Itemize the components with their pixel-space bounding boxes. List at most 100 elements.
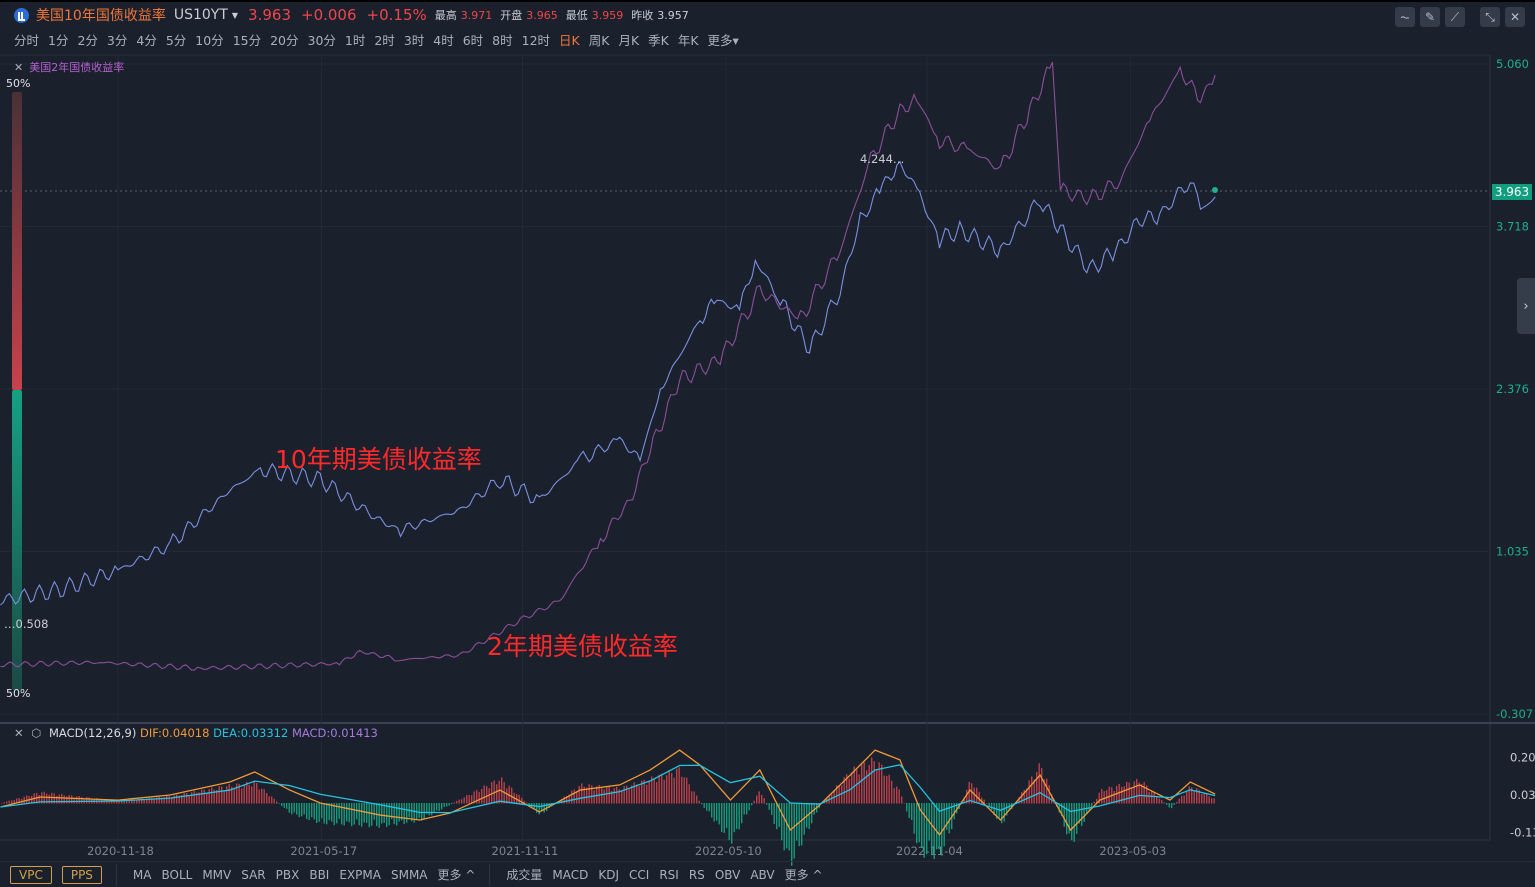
macd-histogram-bar	[526, 802, 528, 804]
macd-histogram-bar	[151, 797, 153, 804]
macd-histogram-bar	[341, 803, 343, 825]
expand-panel-button[interactable]: ›	[1517, 278, 1535, 334]
macd-histogram-bar	[873, 761, 875, 804]
main-indicator[interactable]: BOLL	[161, 867, 193, 882]
period-tab[interactable]: 12时	[521, 33, 551, 48]
period-tab[interactable]: 日K	[559, 33, 580, 48]
period-tab[interactable]: 5分	[165, 33, 187, 48]
period-tab[interactable]: 30分	[307, 33, 336, 48]
macd-histogram-bar	[58, 794, 60, 804]
macd-histogram-bar	[653, 779, 655, 804]
period-tab[interactable]: 20分	[270, 33, 299, 48]
macd-histogram-bar	[206, 793, 208, 804]
sub-indicator[interactable]: RSI	[659, 867, 679, 882]
high-label: 最高	[434, 9, 457, 22]
macd-histogram-bar	[1066, 803, 1068, 835]
sub-indicator[interactable]: OBV	[714, 867, 741, 882]
macd-histogram-bar	[53, 793, 55, 804]
period-tab[interactable]: 1时	[344, 33, 366, 48]
macd-histogram-bar	[1163, 802, 1165, 804]
collapse-icon[interactable]: ⤡	[1480, 7, 1500, 27]
period-tab[interactable]: 周K	[588, 33, 610, 48]
period-tab[interactable]: 分时	[14, 33, 40, 48]
macd-histogram-bar	[861, 764, 863, 804]
macd-histogram-bar	[468, 794, 470, 804]
settings-icon[interactable]: ⬡	[31, 726, 42, 740]
period-tab[interactable]: 3时	[403, 33, 425, 48]
macd-histogram-bar	[1026, 788, 1028, 804]
indicator-icon[interactable]: ⏦	[1395, 7, 1415, 27]
macd-histogram-bar	[918, 803, 920, 843]
toggle-vpc-button[interactable]: VPC	[10, 865, 52, 884]
compare-chart-icon[interactable]: ⟋	[1445, 7, 1465, 27]
macd-histogram-bar	[686, 777, 688, 804]
macd-histogram-bar	[638, 786, 640, 804]
period-tab[interactable]: 6时	[462, 33, 484, 48]
macd-histogram-bar	[911, 803, 913, 821]
macd-histogram-bar	[1171, 803, 1173, 809]
macd-histogram-bar	[571, 790, 573, 804]
open-label: 开盘	[500, 9, 523, 22]
sub-indicator[interactable]: CCI	[629, 867, 650, 882]
period-tab[interactable]: 3分	[106, 33, 128, 48]
period-tab[interactable]: 年K	[677, 33, 699, 48]
draw-pencil-icon[interactable]: ✎	[1420, 7, 1440, 27]
sub-indicator[interactable]: 更多 ^	[784, 868, 823, 882]
macd-histogram-bar	[1041, 768, 1043, 804]
macd-histogram-bar	[1136, 778, 1138, 804]
macd-histogram-bar	[883, 775, 885, 804]
macd-histogram-bar	[603, 789, 605, 804]
macd-histogram-bar	[121, 800, 123, 804]
close-macd-icon[interactable]: ✕	[14, 726, 24, 740]
period-tab[interactable]: 8时	[492, 33, 513, 48]
macd-histogram-bar	[1003, 803, 1005, 822]
sub-indicator[interactable]: MACD	[552, 867, 589, 882]
period-tab[interactable]: 季K	[648, 33, 669, 48]
macd-histogram-bar	[543, 803, 545, 813]
main-indicator[interactable]: SMMA	[390, 867, 428, 882]
close-icon[interactable]: ✕	[1505, 7, 1525, 27]
period-tab[interactable]: 更多▾	[707, 33, 739, 48]
macd-histogram-bar	[318, 803, 320, 822]
main-indicator[interactable]: MMV	[202, 867, 232, 882]
chevron-down-icon[interactable]: ▼	[231, 10, 239, 20]
macd-histogram-bar	[398, 803, 400, 822]
sub-indicator[interactable]: 成交量	[506, 868, 543, 882]
macd-histogram-bar	[1096, 798, 1098, 804]
macd-histogram-bar	[746, 803, 748, 815]
macd-histogram-bar	[218, 786, 220, 804]
y-tick-label: 2.376	[1496, 382, 1529, 396]
macd-histogram-bar	[68, 794, 70, 804]
period-tab[interactable]: 2时	[374, 33, 395, 48]
main-indicator[interactable]: 更多 ^	[437, 868, 476, 882]
macd-histogram-bar	[608, 786, 610, 804]
macd-histogram-bar	[446, 803, 448, 807]
period-tab[interactable]: 4分	[136, 33, 157, 48]
period-tab[interactable]: 15分	[232, 33, 262, 48]
main-indicator[interactable]: EXPMA	[339, 867, 381, 882]
macd-histogram-bar	[966, 789, 968, 804]
main-indicator[interactable]: SAR	[241, 867, 266, 882]
sub-indicator[interactable]: ABV	[750, 867, 775, 882]
macd-histogram-bar	[916, 803, 918, 844]
period-tab[interactable]: 1分	[48, 33, 69, 48]
sub-indicator[interactable]: KDJ	[598, 867, 620, 882]
period-tab[interactable]: 10分	[195, 33, 224, 48]
macd-histogram-bar	[811, 803, 813, 824]
remove-overlay-icon[interactable]: ✕	[14, 61, 24, 74]
macd-histogram-bar	[1021, 792, 1023, 804]
macd-y-tick-label: -0.13196	[1510, 825, 1535, 839]
toggle-pps-button[interactable]: PPS	[61, 865, 102, 884]
main-indicator[interactable]: MA	[132, 867, 152, 882]
period-tab[interactable]: 4时	[433, 33, 454, 48]
last-point-marker	[1212, 187, 1218, 193]
macd-histogram-bar	[588, 784, 590, 804]
period-tab[interactable]: 月K	[618, 33, 640, 48]
main-indicator[interactable]: PBX	[275, 867, 300, 882]
macd-histogram-bar	[548, 803, 550, 808]
main-indicator[interactable]: BBI	[309, 867, 330, 882]
sub-indicator[interactable]: RS	[688, 867, 705, 882]
symbol-selector[interactable]: US10YT	[173, 7, 228, 23]
period-tab[interactable]: 2分	[77, 33, 98, 48]
